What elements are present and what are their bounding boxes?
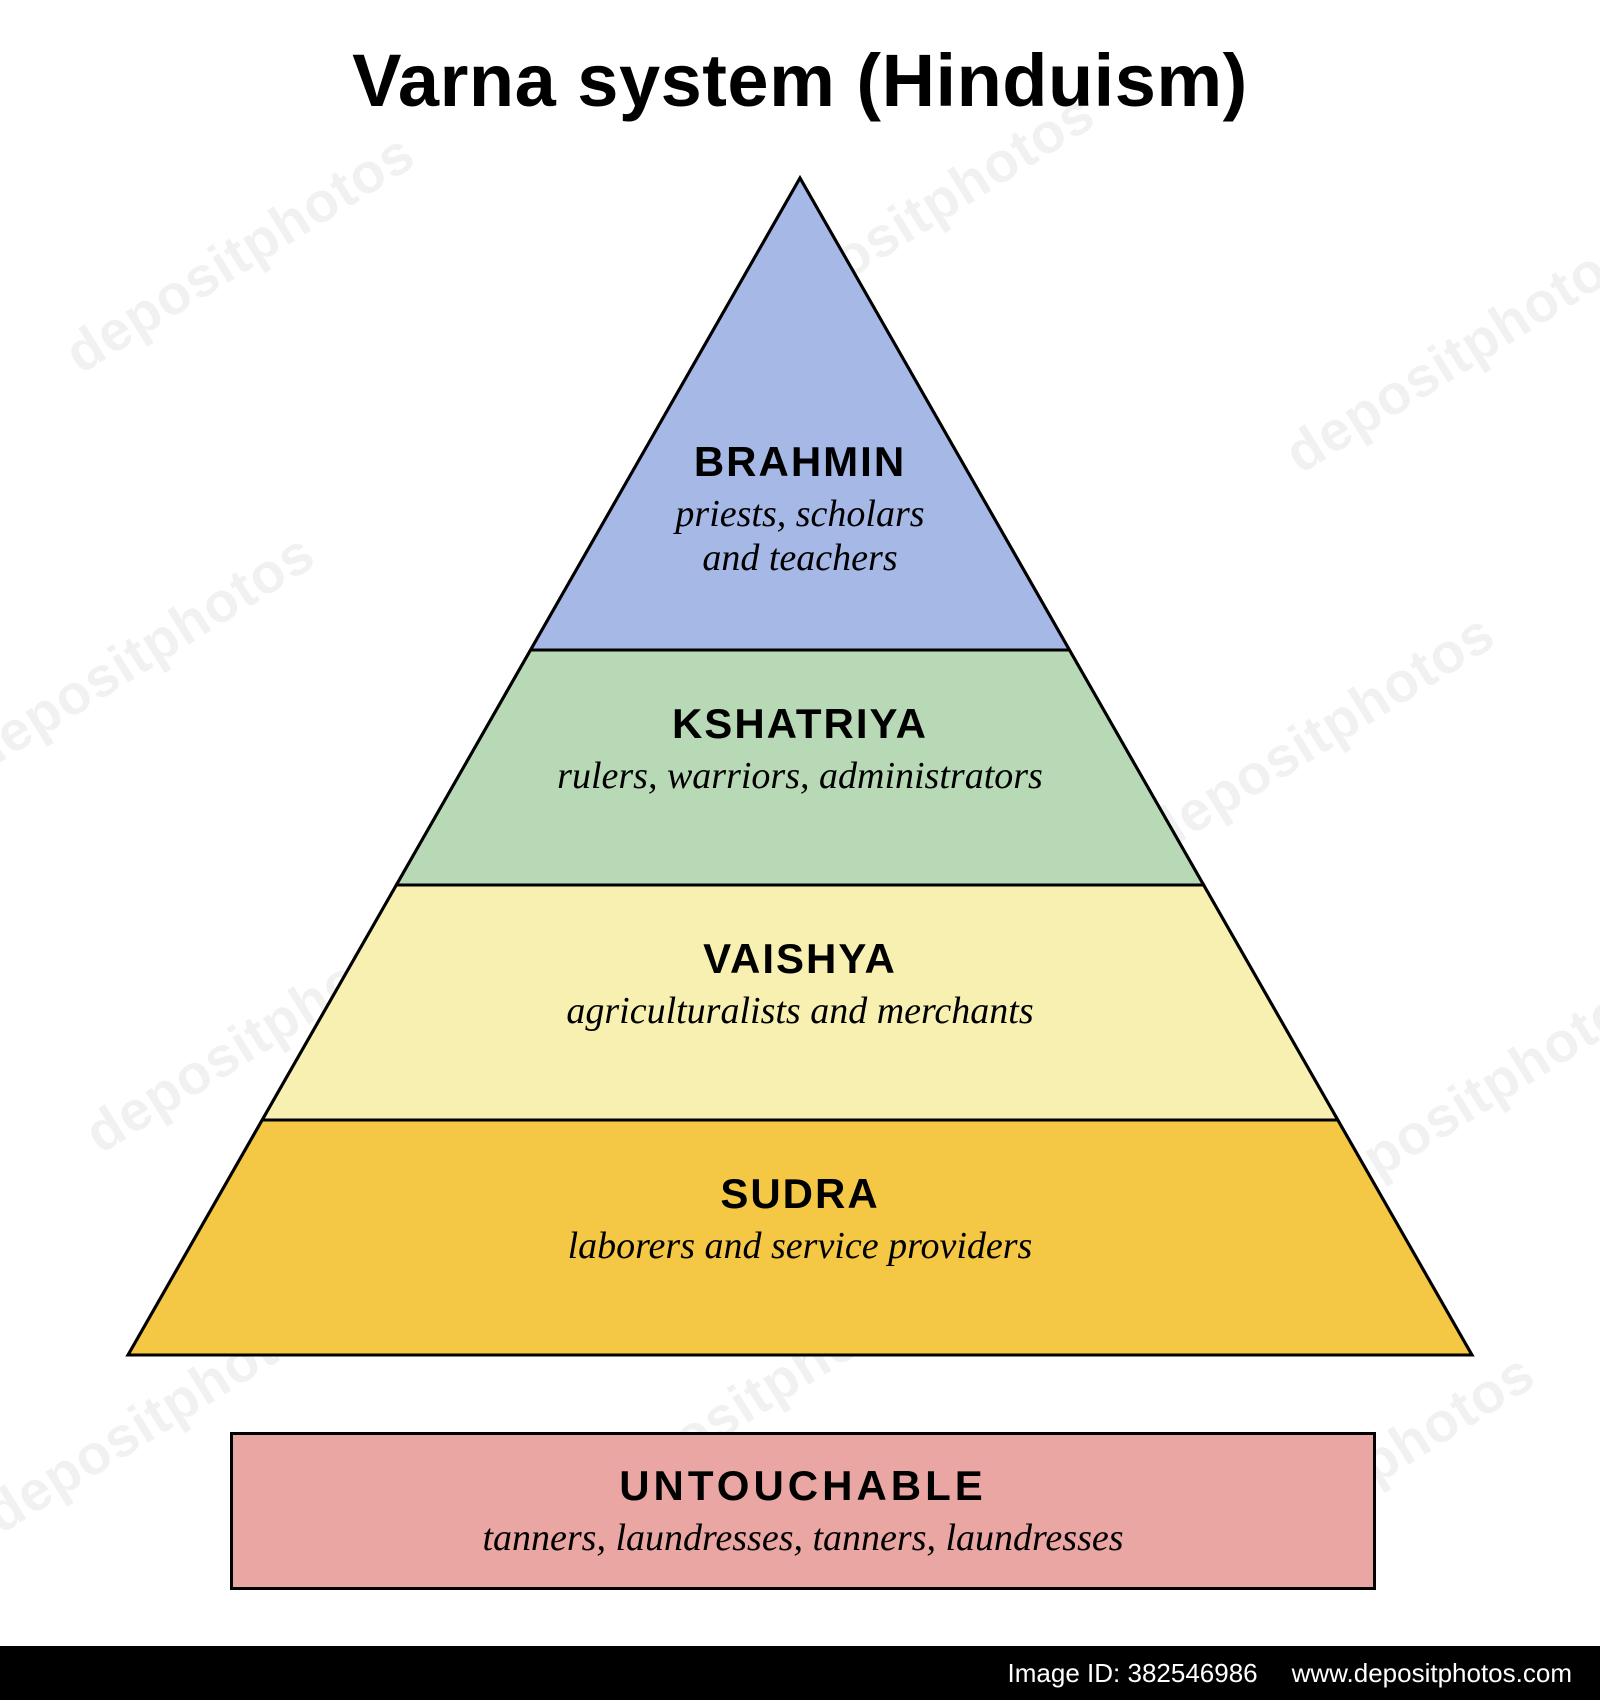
untouchable-desc: tanners, laundresses, tanners, laundress… <box>482 1516 1123 1560</box>
tier-desc: priests, scholarsand teachers <box>0 492 1600 580</box>
tier-desc: agriculturalists and merchants <box>0 989 1600 1033</box>
footer-image-id: Image ID: 382546986 <box>1008 1658 1258 1689</box>
tier-desc: rulers, warriors, administrators <box>0 754 1600 798</box>
footer-site: www.depositphotos.com <box>1292 1658 1572 1689</box>
tier-labels-0: BRAHMIN priests, scholarsand teachers <box>0 438 1600 580</box>
tier-label: KSHATRIYA <box>0 700 1600 748</box>
tier-labels-3: SUDRA laborers and service providers <box>0 1170 1600 1268</box>
tier-label: VAISHYA <box>0 935 1600 983</box>
tier-labels-2: VAISHYA agriculturalists and merchants <box>0 935 1600 1033</box>
tier-label: BRAHMIN <box>0 438 1600 486</box>
untouchable-box: UNTOUCHABLE tanners, laundresses, tanner… <box>230 1432 1376 1590</box>
page: depositphotos depositphotos depositphoto… <box>0 0 1600 1700</box>
tier-desc: laborers and service providers <box>0 1224 1600 1268</box>
untouchable-label: UNTOUCHABLE <box>619 1462 987 1510</box>
footer-bar: Image ID: 382546986 www.depositphotos.co… <box>0 1646 1600 1700</box>
tier-labels-1: KSHATRIYA rulers, warriors, administrator… <box>0 700 1600 798</box>
tier-label: SUDRA <box>0 1170 1600 1218</box>
